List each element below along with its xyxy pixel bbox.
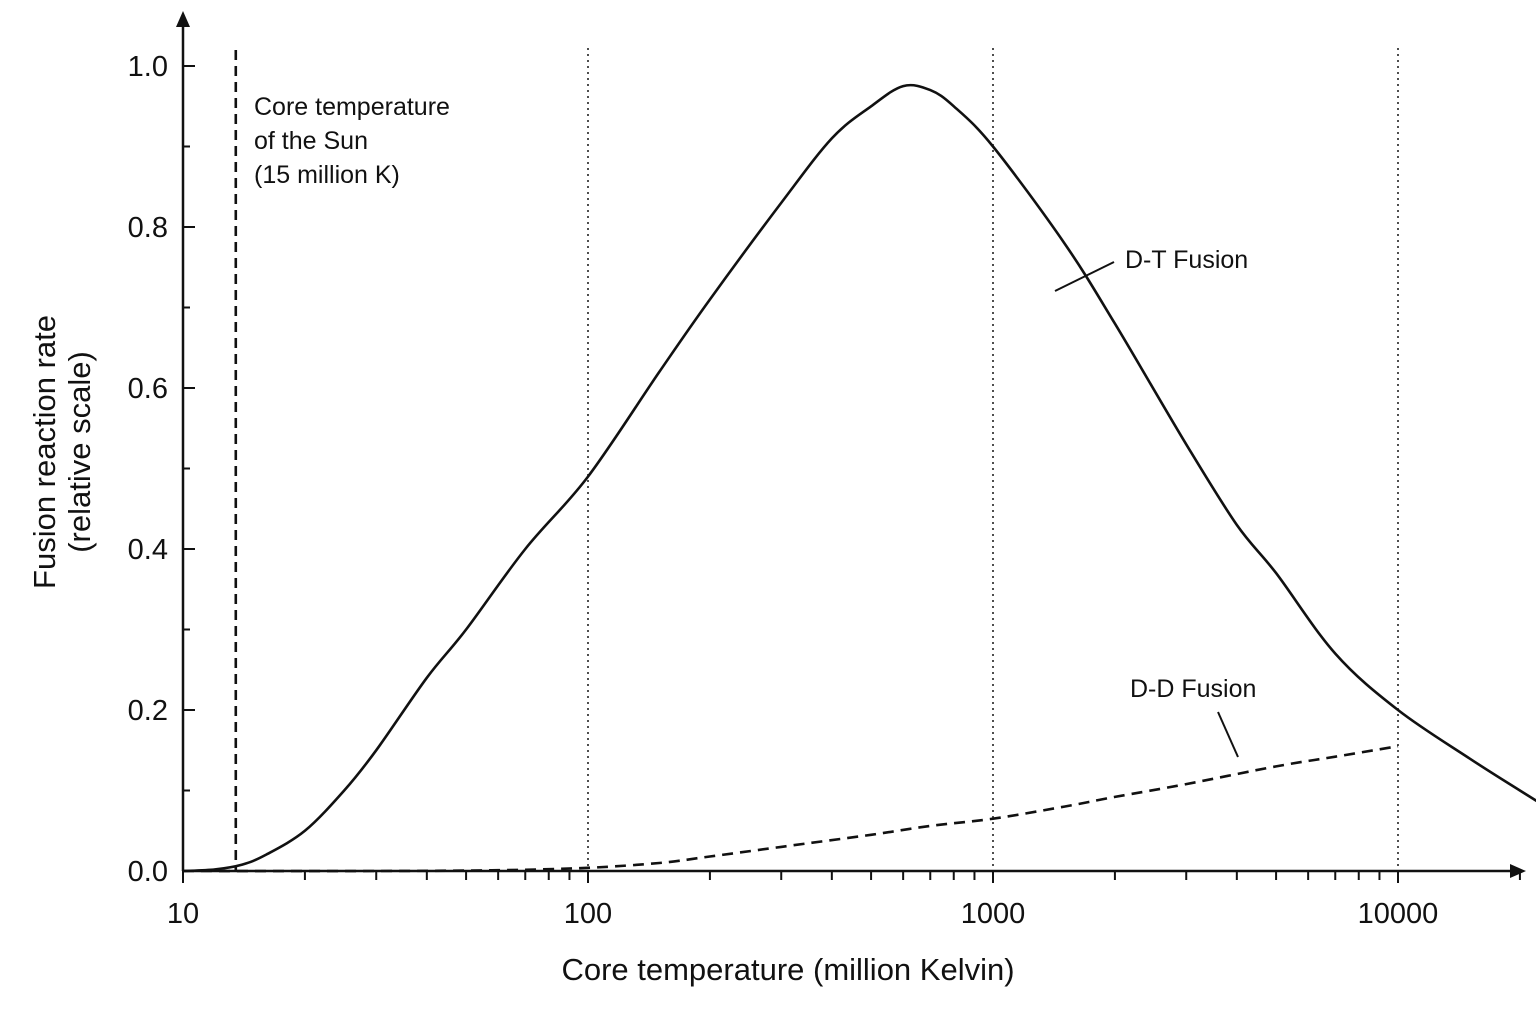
sun-annotation-line: Core temperature: [254, 93, 450, 121]
y-tick-label: 0.0: [128, 856, 168, 888]
x-axis-arrow: [1510, 864, 1526, 878]
y-tick-label: 1.0: [128, 51, 168, 83]
series-line-dt: [182, 83, 1536, 873]
y-axis-label-line1: Fusion reaction rate: [27, 315, 62, 589]
series-leader-dd: [1217, 711, 1239, 758]
y-tick-label: 0.6: [128, 373, 168, 405]
y-tick-label: 0.2: [128, 695, 168, 727]
x-tick-label: 100: [564, 898, 612, 930]
series-label-dd: D-D Fusion: [1130, 675, 1256, 703]
annotations: Core temperature of the Sun (15 million K): [234, 50, 450, 871]
y-tick-label: 0.8: [128, 212, 168, 244]
x-axis-label: Core temperature (million Kelvin): [561, 952, 1014, 987]
y-axis-label: Fusion reaction rate (relative scale): [27, 315, 97, 589]
sun-annotation-line: (15 million K): [254, 161, 400, 189]
x-tick-label: 10: [167, 898, 199, 930]
series-leader-dt: [1054, 261, 1115, 292]
grid-lines: [587, 48, 1399, 871]
series: D-T Fusion D-D Fusion: [182, 83, 1536, 873]
x-tick-label: 1000: [961, 898, 1026, 930]
x-tick-label: 10000: [1358, 898, 1439, 930]
y-tick-label: 0.4: [128, 534, 168, 566]
series-label-dt: D-T Fusion: [1125, 246, 1248, 274]
series-line-dd: [182, 744, 1399, 873]
y-axis-label-line2: (relative scale): [62, 351, 97, 553]
x-ticks: 10 100 1000 10000: [167, 871, 1521, 930]
y-ticks: 0.0 0.2 0.4 0.6 0.8 1.0: [128, 51, 195, 888]
sun-annotation-line: of the Sun: [254, 127, 368, 155]
y-axis-arrow: [176, 11, 190, 27]
